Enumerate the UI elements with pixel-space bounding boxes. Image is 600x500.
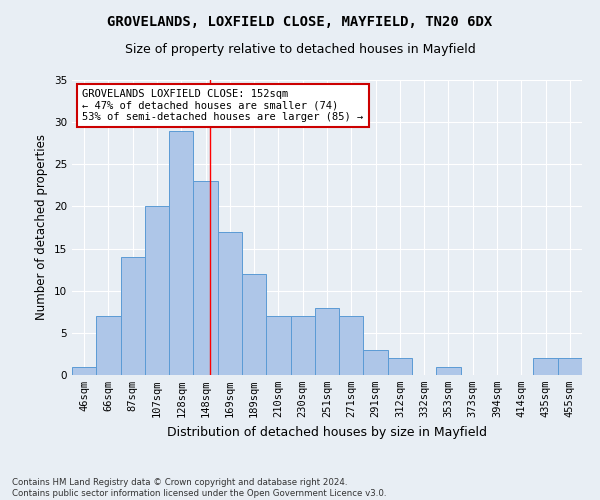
Text: GROVELANDS LOXFIELD CLOSE: 152sqm
← 47% of detached houses are smaller (74)
53% : GROVELANDS LOXFIELD CLOSE: 152sqm ← 47% … bbox=[82, 89, 364, 122]
Text: Size of property relative to detached houses in Mayfield: Size of property relative to detached ho… bbox=[125, 42, 475, 56]
Bar bbox=[388, 358, 412, 375]
Bar bbox=[339, 316, 364, 375]
Bar bbox=[169, 130, 193, 375]
Y-axis label: Number of detached properties: Number of detached properties bbox=[35, 134, 49, 320]
Text: Contains HM Land Registry data © Crown copyright and database right 2024.
Contai: Contains HM Land Registry data © Crown c… bbox=[12, 478, 386, 498]
Bar bbox=[96, 316, 121, 375]
Bar bbox=[558, 358, 582, 375]
Bar bbox=[290, 316, 315, 375]
Bar bbox=[364, 350, 388, 375]
Bar bbox=[72, 366, 96, 375]
Bar bbox=[218, 232, 242, 375]
Bar bbox=[242, 274, 266, 375]
Bar bbox=[436, 366, 461, 375]
Bar bbox=[121, 257, 145, 375]
Bar bbox=[266, 316, 290, 375]
Bar bbox=[315, 308, 339, 375]
Bar bbox=[193, 181, 218, 375]
Text: GROVELANDS, LOXFIELD CLOSE, MAYFIELD, TN20 6DX: GROVELANDS, LOXFIELD CLOSE, MAYFIELD, TN… bbox=[107, 15, 493, 29]
X-axis label: Distribution of detached houses by size in Mayfield: Distribution of detached houses by size … bbox=[167, 426, 487, 438]
Bar bbox=[533, 358, 558, 375]
Bar bbox=[145, 206, 169, 375]
